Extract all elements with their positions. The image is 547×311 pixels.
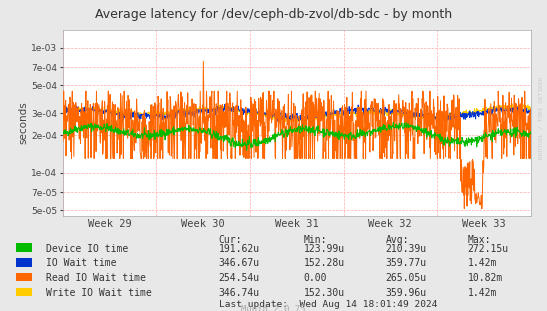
Text: Cur:: Cur: [219,235,242,245]
Text: 123.99u: 123.99u [304,244,345,254]
Text: 359.77u: 359.77u [386,258,427,268]
Text: 210.39u: 210.39u [386,244,427,254]
Text: Read IO Wait time: Read IO Wait time [46,273,147,283]
Text: 0.00: 0.00 [304,273,327,283]
Text: Week 33: Week 33 [462,219,505,229]
Text: 1.42m: 1.42m [468,258,497,268]
Text: 346.74u: 346.74u [219,288,260,298]
Text: Average latency for /dev/ceph-db-zvol/db-sdc - by month: Average latency for /dev/ceph-db-zvol/db… [95,8,452,21]
Text: Last update:  Wed Aug 14 18:01:49 2024: Last update: Wed Aug 14 18:01:49 2024 [219,300,437,309]
Text: Munin 2.0.75: Munin 2.0.75 [241,305,306,311]
Text: 191.62u: 191.62u [219,244,260,254]
Text: 359.96u: 359.96u [386,288,427,298]
Text: Avg:: Avg: [386,235,409,245]
Text: Week 31: Week 31 [275,219,318,229]
Text: Week 30: Week 30 [182,219,225,229]
Text: Week 32: Week 32 [369,219,412,229]
Text: 152.30u: 152.30u [304,288,345,298]
Text: 152.28u: 152.28u [304,258,345,268]
Text: Week 29: Week 29 [88,219,131,229]
Text: RRDTOOL / TOBI OETIKER: RRDTOOL / TOBI OETIKER [538,77,543,160]
Text: 265.05u: 265.05u [386,273,427,283]
Text: Max:: Max: [468,235,491,245]
Text: 10.82m: 10.82m [468,273,503,283]
Y-axis label: seconds: seconds [19,101,28,144]
Text: 1.42m: 1.42m [468,288,497,298]
Text: 254.54u: 254.54u [219,273,260,283]
Text: Device IO time: Device IO time [46,244,129,254]
Text: Write IO Wait time: Write IO Wait time [46,288,152,298]
Text: 272.15u: 272.15u [468,244,509,254]
Text: IO Wait time: IO Wait time [46,258,117,268]
Text: Min:: Min: [304,235,327,245]
Text: 346.67u: 346.67u [219,258,260,268]
